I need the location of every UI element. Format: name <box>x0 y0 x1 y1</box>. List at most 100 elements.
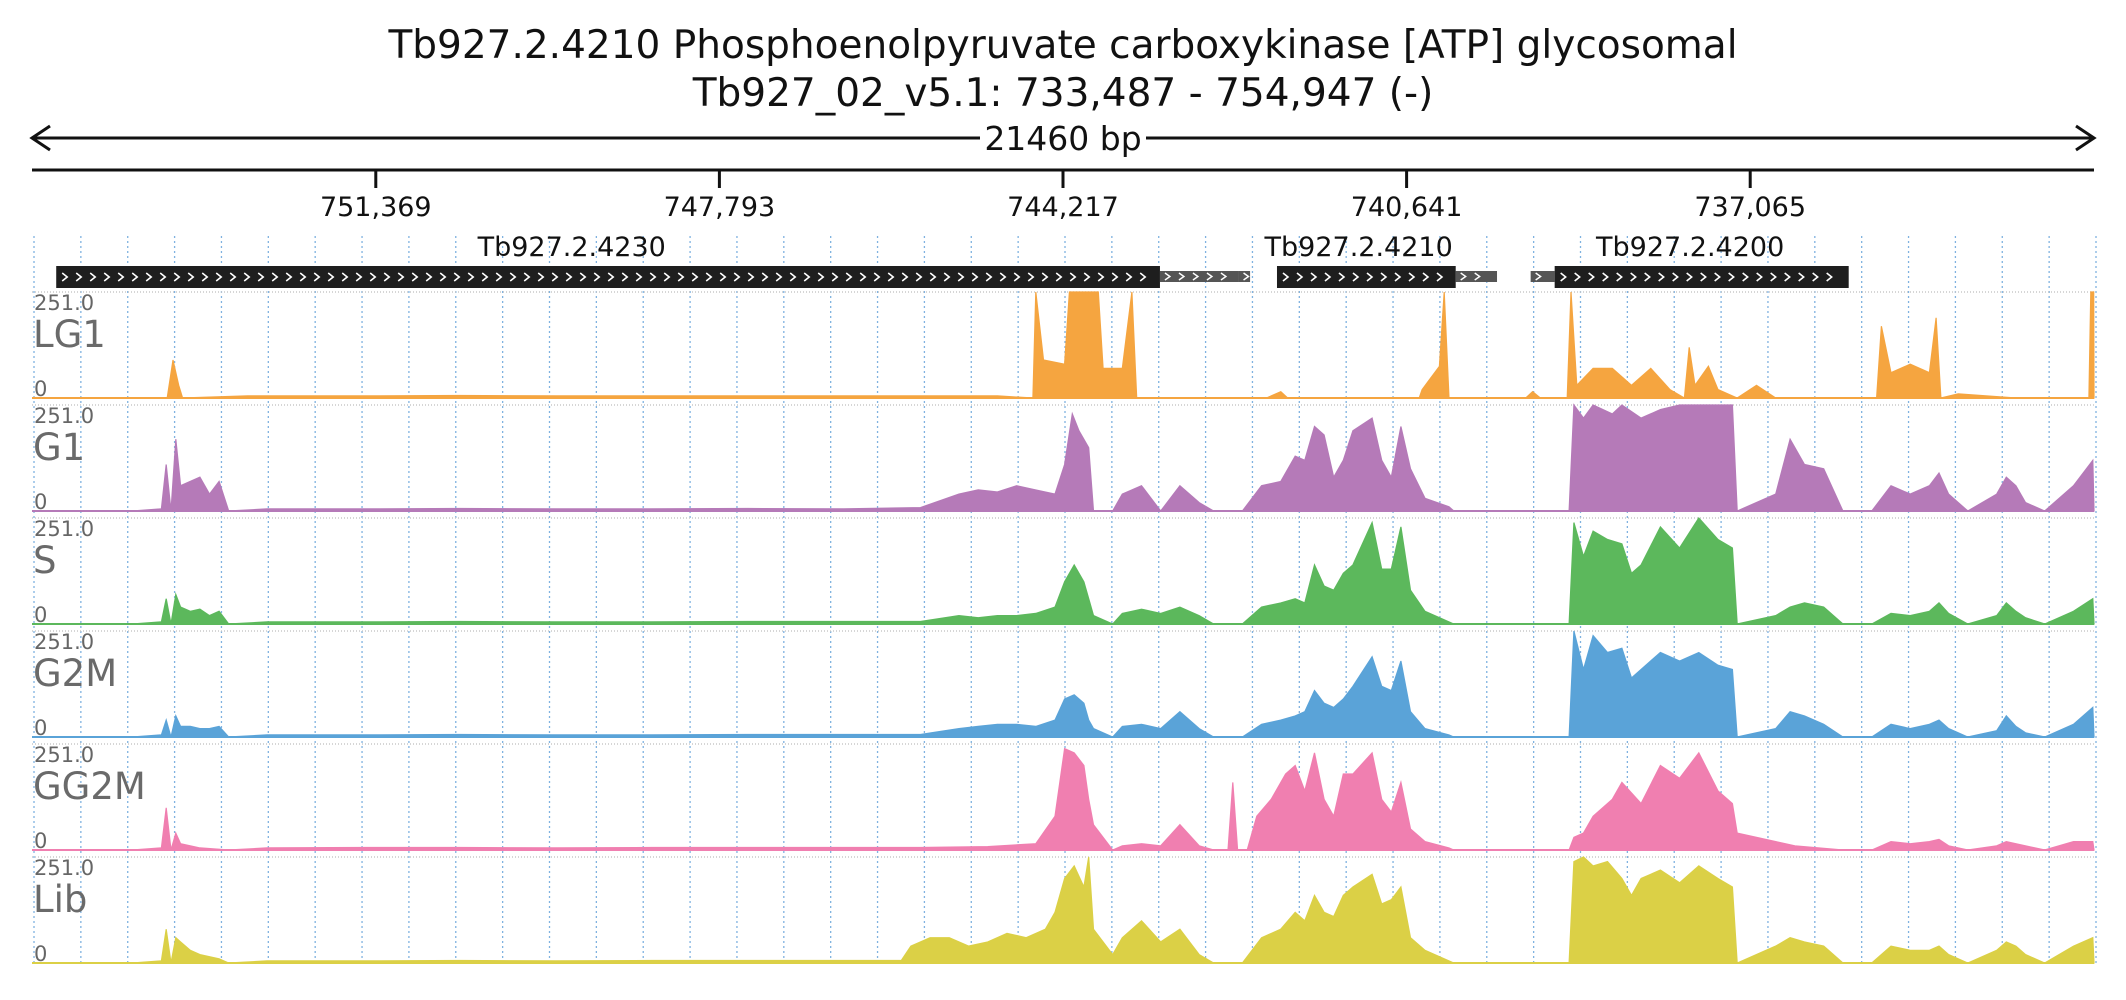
track-scale-max: 251.0 <box>34 743 94 767</box>
strand-chevron-icon <box>859 272 867 282</box>
track-scale-max: 251.0 <box>34 630 94 654</box>
strand-chevron-icon <box>1658 272 1665 282</box>
strand-chevron-icon <box>565 272 573 282</box>
track-name-label: G1 <box>33 426 85 469</box>
gene-utr <box>1238 271 1251 282</box>
tick-label: 751,369 <box>320 192 432 223</box>
strand-chevron-icon <box>313 272 321 282</box>
strand-chevron-icon <box>1784 272 1791 282</box>
gridlines <box>33 236 2097 965</box>
coverage-area <box>32 747 2095 851</box>
strand-chevron-icon <box>845 272 853 282</box>
strand-chevron-icon <box>187 272 195 282</box>
strand-chevron-icon <box>1535 272 1542 281</box>
coverage-track-s: 251.0 0 S <box>32 517 2095 627</box>
gene-label: Tb927.2.4230 <box>477 232 666 263</box>
strand-chevron-icon <box>509 272 517 282</box>
strand-chevron-icon <box>985 272 993 282</box>
gene-coding-block <box>1554 266 1849 288</box>
strand-chevron-icon <box>1770 272 1777 282</box>
gene-utr <box>1530 271 1555 282</box>
strand-chevron-icon <box>1616 272 1623 282</box>
strand-chevron-icon <box>1714 272 1721 282</box>
strand-chevron-icon <box>1310 272 1318 282</box>
strand-chevron-icon <box>971 272 979 282</box>
strand-chevron-icon <box>61 272 69 282</box>
strand-chevron-icon <box>1474 272 1481 281</box>
strand-chevron-icon <box>1296 272 1304 282</box>
strand-chevron-icon <box>1756 272 1763 282</box>
strand-chevron-icon <box>1027 272 1035 282</box>
track-scale-min: 0 <box>34 377 47 401</box>
tick-label: 744,217 <box>1007 192 1119 223</box>
strand-chevron-icon <box>1083 272 1091 282</box>
strand-chevron-icon <box>1728 272 1735 282</box>
strand-chevron-icon <box>1243 272 1250 281</box>
strand-chevron-icon <box>957 272 965 282</box>
coverage-track-gg2m: 251.0 0 GG2M <box>32 743 2095 853</box>
track-scale-max: 251.0 <box>34 517 94 541</box>
strand-chevron-icon <box>467 272 475 282</box>
strand-chevron-icon <box>1139 272 1147 282</box>
gene-track: Tb927.2.4230 Tb927.2.4210 Tb927.2.4200 <box>56 232 1849 288</box>
track-scale-min: 0 <box>34 942 47 966</box>
gene-model[interactable]: Tb927.2.4200 <box>1530 232 1849 288</box>
strand-chevron-icon <box>1672 272 1679 282</box>
strand-chevron-icon <box>1602 272 1609 282</box>
strand-chevron-icon <box>257 272 265 282</box>
strand-chevron-icon <box>621 272 629 282</box>
strand-chevron-icon <box>1352 272 1360 282</box>
strand-chevron-icon <box>1588 272 1595 282</box>
strand-chevron-icon <box>411 272 419 282</box>
strand-chevron-icon <box>159 272 167 282</box>
coverage-area <box>32 630 2095 738</box>
track-scale-min: 0 <box>34 716 47 740</box>
strand-chevron-icon <box>439 272 447 282</box>
strand-chevron-icon <box>1206 272 1214 281</box>
strand-chevron-icon <box>1013 272 1021 282</box>
strand-chevron-icon <box>1055 272 1063 282</box>
strand-chevron-icon <box>285 272 293 282</box>
gene-label: Tb927.2.4200 <box>1595 232 1784 263</box>
strand-chevron-icon <box>817 272 825 282</box>
strand-chevron-icon <box>537 272 545 282</box>
span-arrow-left-icon <box>29 124 51 152</box>
strand-chevron-icon <box>1338 272 1346 282</box>
gene-utr <box>1455 271 1498 282</box>
strand-chevron-icon <box>103 272 111 282</box>
gene-model[interactable]: Tb927.2.4210 <box>1238 232 1498 288</box>
coverage-area <box>32 856 2095 964</box>
strand-chevron-icon <box>551 272 559 282</box>
strand-chevron-icon <box>929 272 937 282</box>
strand-chevron-icon <box>453 272 461 282</box>
strand-chevron-icon <box>75 272 83 282</box>
strand-chevron-icon <box>901 272 909 282</box>
strand-chevron-icon <box>705 272 713 282</box>
strand-chevron-icon <box>789 272 797 282</box>
strand-chevron-icon <box>1826 272 1833 282</box>
strand-chevron-icon <box>691 272 699 282</box>
track-name-label: GG2M <box>33 765 146 808</box>
gene-model[interactable]: Tb927.2.4230 <box>56 232 1239 288</box>
strand-chevron-icon <box>355 272 363 282</box>
coverage-track-g2m: 251.0 0 G2M <box>32 630 2095 740</box>
strand-chevron-icon <box>1422 272 1430 282</box>
strand-chevron-icon <box>481 272 489 282</box>
track-scale-min: 0 <box>34 829 47 853</box>
strand-chevron-icon <box>145 272 153 282</box>
strand-chevron-icon <box>1125 272 1133 282</box>
strand-chevron-icon <box>523 272 531 282</box>
track-scale-max: 251.0 <box>34 404 94 428</box>
strand-chevron-icon <box>999 272 1007 282</box>
strand-chevron-icon <box>1436 272 1444 282</box>
strand-chevron-icon <box>1408 272 1416 282</box>
strand-chevron-icon <box>803 272 811 282</box>
track-name-label: LG1 <box>33 313 106 356</box>
strand-chevron-icon <box>215 272 223 282</box>
span-ruler: 21460 bp <box>29 118 2097 162</box>
strand-chevron-icon <box>649 272 657 282</box>
strand-chevron-icon <box>131 272 139 282</box>
gene-coding-block <box>1276 266 1456 288</box>
strand-chevron-icon <box>663 272 671 282</box>
strand-chevron-icon <box>1069 272 1077 282</box>
